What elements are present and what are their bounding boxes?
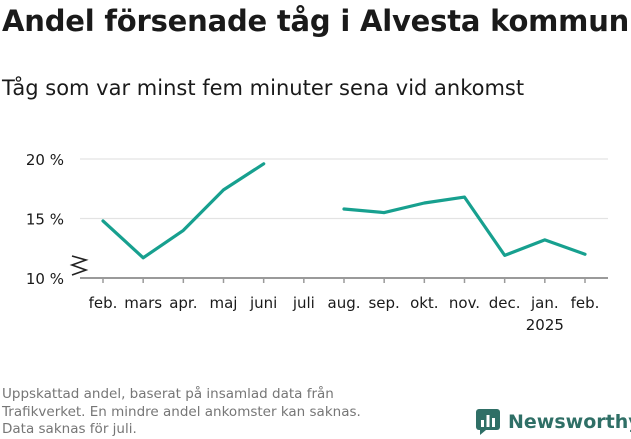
line-chart: 10 % 15 % 20 % feb. mars apr. maj juni juli aug. s… xyxy=(26,151,608,334)
x-tick-label: nov. xyxy=(449,294,480,312)
x-tick-label: apr. xyxy=(169,294,197,312)
x-tick-label: dec. xyxy=(489,294,521,312)
x-tick-label: maj xyxy=(210,294,238,312)
y-tick-label: 20 % xyxy=(26,151,64,169)
x-tick-label: mars xyxy=(124,294,162,312)
footnote-line-2: Trafikverket. En mindre andel ankomster … xyxy=(2,403,361,420)
x-tick-label: feb. xyxy=(89,294,118,312)
brand-name: Newsworthy xyxy=(508,411,631,433)
x-year-label: 2025 xyxy=(526,316,564,334)
footnote-line-3: Data saknas för juli. xyxy=(2,421,137,437)
x-tick-label: jan. xyxy=(530,294,559,312)
footnote-line-1: Uppskattad andel, baserat på insamlad da… xyxy=(2,386,334,402)
brand-logo: Newsworthy xyxy=(476,409,631,435)
series-line-segment xyxy=(342,195,587,257)
y-tick-label: 10 % xyxy=(26,270,64,288)
y-tick-label: 15 % xyxy=(26,211,64,229)
axis-break-icon xyxy=(69,255,89,276)
x-tick-label: aug. xyxy=(328,294,361,312)
chart-subtitle: Tåg som var minst fem minuter sena vid a… xyxy=(2,76,525,100)
footnote: Uppskattad andel, baserat på insamlad da… xyxy=(2,386,442,439)
x-tick-label: feb. xyxy=(571,294,600,312)
bar-chart-logo-icon xyxy=(476,409,500,435)
x-tick-label: okt. xyxy=(410,294,439,312)
chart-title: Andel försenade tåg i Alvesta kommun xyxy=(2,4,630,38)
x-tick-label: sep. xyxy=(368,294,399,312)
x-tick-label: juni xyxy=(249,294,277,312)
x-tick-label: juli xyxy=(292,294,315,312)
series-line-segment xyxy=(101,162,266,260)
